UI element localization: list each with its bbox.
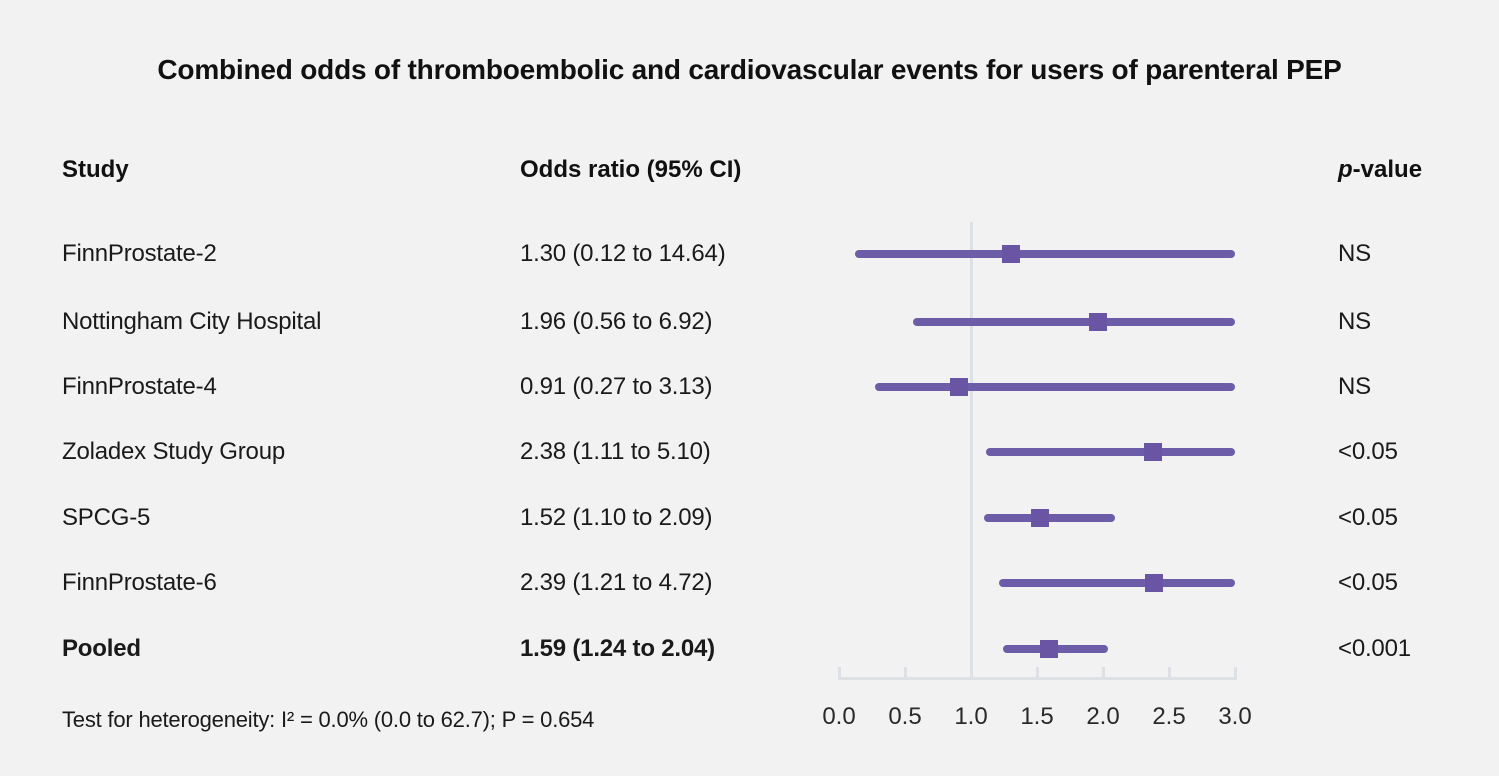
x-axis-tick <box>837 667 841 677</box>
x-axis-tick <box>903 667 907 677</box>
study-label: FinnProstate-6 <box>62 569 217 596</box>
heterogeneity-note: Test for heterogeneity: I² = 0.0% (0.0 t… <box>62 707 595 732</box>
ci-line <box>998 579 1235 587</box>
x-axis-tick <box>1035 667 1039 677</box>
odds-ratio-value: 0.91 (0.27 to 3.13) <box>520 373 713 400</box>
ci-line <box>874 383 1235 391</box>
or-marker <box>1145 574 1164 592</box>
ci-line <box>984 514 1115 522</box>
study-label: Pooled <box>62 635 141 662</box>
p-value: <0.001 <box>1338 635 1411 662</box>
reference-line <box>969 222 973 680</box>
or-marker <box>950 378 969 396</box>
or-marker <box>1039 640 1058 658</box>
odds-ratio-value: 1.59 (1.24 to 2.04) <box>520 635 715 662</box>
column-header-odds-ratio: Odds ratio (95% CI) <box>520 156 742 183</box>
or-marker <box>1088 313 1107 331</box>
p-value: <0.05 <box>1338 504 1398 531</box>
p-value: <0.05 <box>1338 438 1398 465</box>
x-axis-tick-label: 1.5 <box>1020 703 1054 730</box>
ci-line <box>854 250 1235 258</box>
x-axis-line <box>837 677 1237 680</box>
x-axis-tick-label: 1.0 <box>954 703 988 730</box>
x-axis-tick-label: 0.0 <box>822 703 856 730</box>
x-axis-tick <box>969 667 973 677</box>
x-axis-tick <box>1167 667 1171 677</box>
x-axis-tick <box>1233 667 1237 677</box>
x-axis-tick-label: 2.5 <box>1152 703 1186 730</box>
x-axis-tick <box>1101 667 1105 677</box>
column-header-study: Study <box>62 156 129 183</box>
p-value: NS <box>1338 373 1371 400</box>
p-value: NS <box>1338 308 1371 335</box>
odds-ratio-value: 1.52 (1.10 to 2.09) <box>520 504 713 531</box>
or-marker <box>1144 443 1163 461</box>
ci-line <box>985 448 1235 456</box>
or-marker <box>1001 245 1020 263</box>
column-header-p-value: p-value <box>1338 155 1422 185</box>
p-value: NS <box>1338 240 1371 267</box>
figure-title: Combined odds of thromboembolic and card… <box>157 54 1342 85</box>
study-label: SPCG-5 <box>62 504 151 531</box>
odds-ratio-value: 1.30 (0.12 to 14.64) <box>520 240 726 267</box>
study-label: FinnProstate-2 <box>62 240 217 267</box>
ci-line <box>912 318 1235 326</box>
odds-ratio-value: 2.38 (1.11 to 5.10) <box>520 438 711 465</box>
study-label: Zoladex Study Group <box>62 438 285 465</box>
odds-ratio-value: 2.39 (1.21 to 4.72) <box>520 569 713 596</box>
odds-ratio-value: 1.96 (0.56 to 6.92) <box>520 308 713 335</box>
study-label: Nottingham City Hospital <box>62 308 322 335</box>
p-value-header-italic-p: p <box>1338 156 1353 183</box>
x-axis-tick-label: 3.0 <box>1218 703 1252 730</box>
x-axis-tick-label: 2.0 <box>1086 703 1120 730</box>
p-value: <0.05 <box>1338 569 1398 596</box>
x-axis-tick-label: 0.5 <box>888 703 922 730</box>
p-value-header-rest: -value <box>1352 156 1423 183</box>
study-label: FinnProstate-4 <box>62 373 217 400</box>
or-marker <box>1030 509 1049 527</box>
